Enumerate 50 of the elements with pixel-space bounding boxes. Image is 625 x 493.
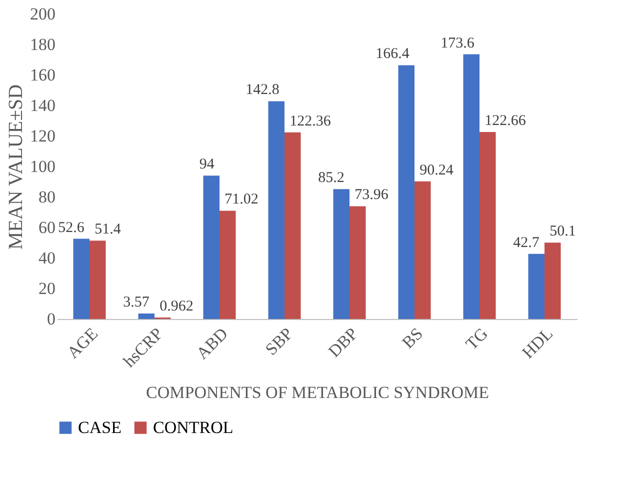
data-label: 122.66 [484,112,526,129]
data-label: 166.4 [376,46,410,62]
bar [203,176,220,319]
x-tick-label: HDL [518,324,557,362]
y-tick-label: 120 [30,126,56,146]
x-tick-label: BS [398,324,427,352]
data-label: 51.4 [94,222,122,238]
data-label: 85.2 [318,170,344,186]
legend-label: CASE [78,418,122,437]
data-label: 0.962 [160,298,194,315]
y-tick-label: 20 [38,279,56,298]
bar [350,206,366,319]
bar [138,314,154,319]
y-tick-label: 160 [30,66,56,84]
bar [463,54,480,319]
data-label: 173.6 [440,35,475,52]
data-label: 52.6 [58,220,85,236]
y-tick-label: 100 [30,157,56,176]
y-tick-label: 0 [47,310,56,328]
data-label: 122.36 [290,113,332,130]
bar [544,242,561,319]
bar [220,210,236,319]
data-label: 42.7 [513,234,540,251]
data-label: 3.57 [123,294,150,311]
data-label: 90.24 [420,162,454,178]
y-axis-title: MEAN VALUE±SD [5,84,27,250]
y-tick-label: 60 [38,218,56,237]
bar [268,101,284,319]
bar [73,238,90,319]
bar [90,240,106,319]
y-tick-label: 200 [30,4,56,24]
x-axis-title: COMPONENTS OF METABOLIC SYNDROME [146,383,489,402]
bar [480,132,496,319]
data-label: 142.8 [246,82,280,98]
data-label: 50.1 [550,224,576,240]
data-label: 71.02 [224,192,258,208]
legend-label: CONTROL [153,418,234,437]
x-tick-label: TG [462,324,492,354]
bar [284,132,301,319]
data-label: 73.96 [354,187,389,204]
data-label: 94 [199,156,215,173]
bar [398,65,414,319]
bar [414,181,431,319]
bar [528,254,544,319]
x-tick-label: SBP [262,324,297,359]
y-tick-label: 40 [38,248,56,268]
y-tick-label: 140 [30,96,56,115]
bar [333,189,350,319]
y-tick-label: 80 [38,188,56,206]
y-tick-label: 180 [30,35,56,54]
